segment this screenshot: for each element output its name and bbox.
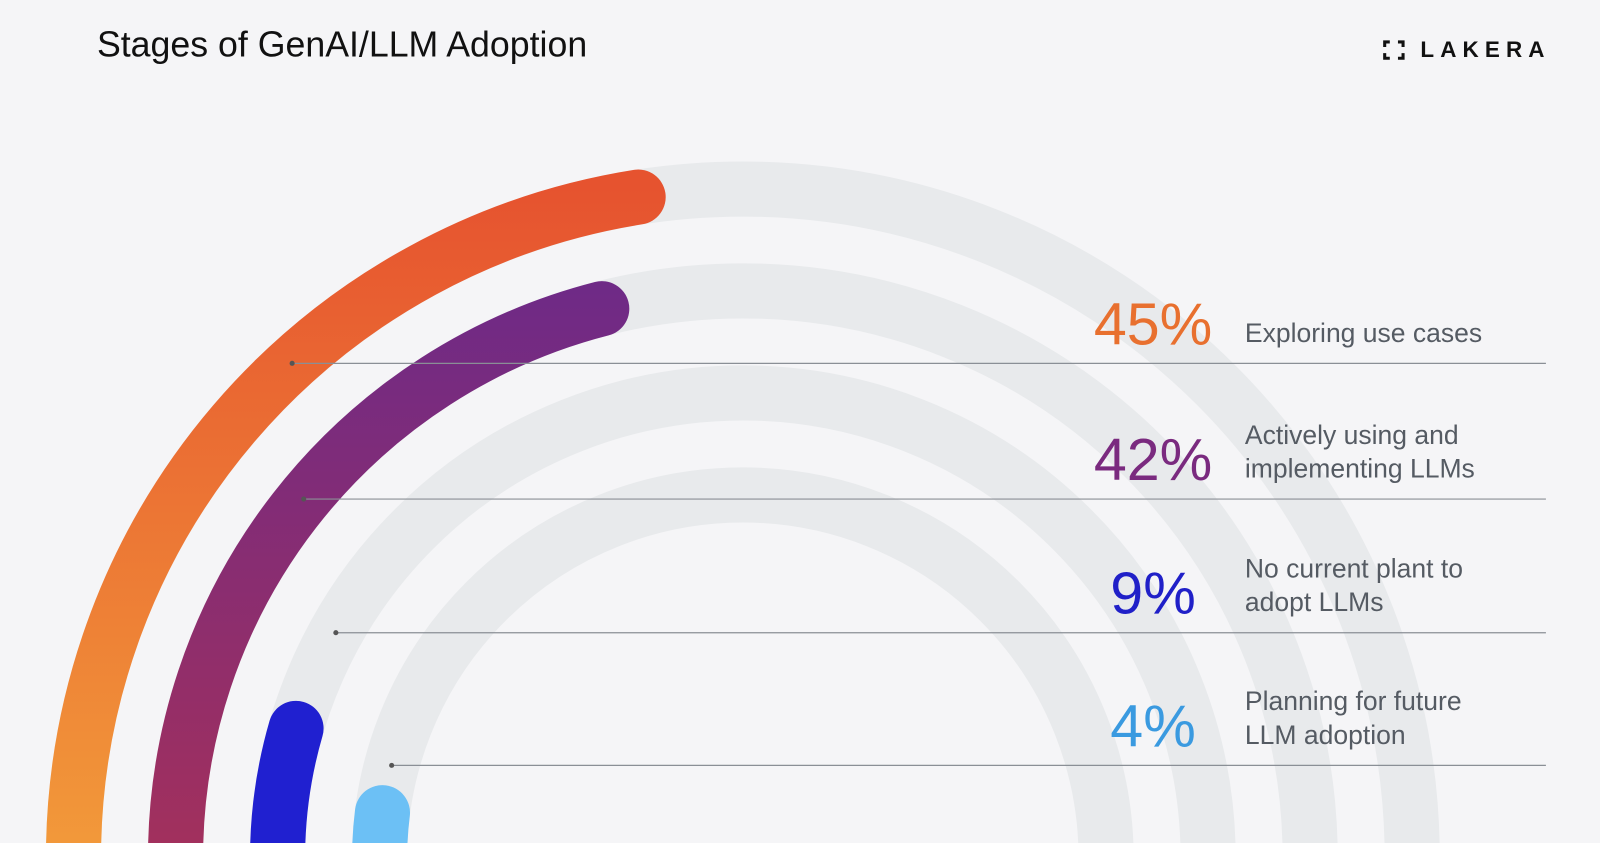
track	[250, 365, 1236, 843]
value-label: 9%	[1110, 560, 1196, 627]
bar-arc	[352, 785, 411, 843]
category-label: Exploring use cases	[1245, 318, 1482, 348]
value-label: 4%	[1110, 692, 1196, 759]
brand-name: LAKERA	[1420, 37, 1550, 62]
brand-icon	[1383, 40, 1405, 60]
leader-dot	[333, 630, 339, 636]
leader-dot	[301, 496, 307, 502]
track	[352, 467, 1134, 843]
bar-arc	[250, 700, 324, 843]
value-label: 42%	[1094, 426, 1212, 493]
category-label: LLM adoption	[1245, 720, 1406, 750]
bar-arc	[148, 281, 630, 843]
bar-arc	[46, 169, 666, 843]
category-label: implementing LLMs	[1245, 453, 1475, 483]
category-label: adopt LLMs	[1245, 587, 1384, 617]
category-label: Actively using and	[1245, 420, 1459, 450]
leader-dot	[389, 762, 395, 768]
value-label: 45%	[1094, 290, 1212, 357]
category-label: Planning for future	[1245, 686, 1462, 716]
chart-title: Stages of GenAI/LLM Adoption	[97, 24, 587, 64]
leader-dot	[289, 360, 295, 366]
category-label: No current plant to	[1245, 553, 1463, 583]
